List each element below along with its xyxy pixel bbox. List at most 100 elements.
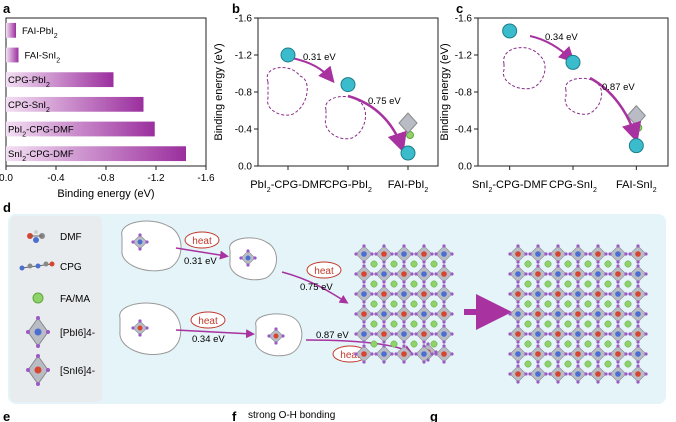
lattice1-cation: [430, 260, 438, 268]
lattice1-octa-0-2: [394, 244, 414, 264]
bar-label-sni2-cpg-dmf: SnI2-CPG-DMF: [8, 149, 74, 163]
b-ytick-label-0: 0.0: [238, 162, 252, 173]
lattice1-cation: [410, 300, 418, 308]
panel-letter-b: b: [232, 1, 240, 16]
lattice1-octa-4-3: [414, 324, 434, 344]
b-point-fai-pbi2: [400, 145, 416, 161]
lattice2-octa-5-0: [508, 344, 528, 364]
bar-cpg-sni2: [6, 96, 144, 112]
bar-pbi2-cpg-dmf: [6, 121, 155, 137]
lattice2-cation: [584, 340, 592, 348]
lattice2-octa-0-0: [508, 244, 528, 264]
a-xtick-label-1: -0.4: [47, 173, 65, 184]
lattice2-octa-1-0: [508, 264, 528, 284]
lattice1-cation: [430, 320, 438, 328]
lattice1-octa-1-1: [374, 264, 394, 284]
lattice2-octa-2-0: [508, 284, 528, 304]
lattice1-cation: [370, 340, 378, 348]
heat-label-3: heat: [190, 311, 226, 329]
lattice2-octa-1-6: [628, 264, 648, 284]
lattice2-octa-5-4: [588, 344, 608, 364]
c-ytick-label-2: -0.8: [455, 88, 473, 99]
lattice2-cation: [564, 280, 572, 288]
lattice1-octa-4-1: [374, 324, 394, 344]
cloud-c2: [564, 77, 603, 115]
lattice1-octa-0-3: [414, 244, 434, 264]
cluster-pb-dmf: [121, 220, 182, 272]
cluster-sn-dmf: [119, 302, 182, 356]
lattice2-octa-4-4: [588, 324, 608, 344]
cloud-b2: [324, 95, 367, 140]
bar-label-fai-sni2: FAI-SnI2: [25, 51, 61, 65]
lattice1-octa-3-1: [374, 304, 394, 324]
energy-d1: 0.31 eV: [184, 256, 217, 267]
lattice2-octa-5-2: [548, 344, 568, 364]
lattice1-octa-2-1: [374, 284, 394, 304]
svg-text:heat: heat: [314, 266, 334, 277]
panel-letter-d: d: [3, 200, 11, 215]
c-point-fai-sni2: [628, 138, 644, 154]
lattice2-octa-3-5: [608, 304, 628, 324]
lattice1-octa-4-0: [354, 324, 374, 344]
lattice1-cation: [430, 280, 438, 288]
b-ytick-label-3: -1.2: [235, 51, 253, 62]
lattice1-octa-2-2: [394, 284, 414, 304]
c-point-cpg-sni2: [565, 54, 581, 70]
arrow-d2: [281, 271, 349, 304]
lattice1-cation: [390, 300, 398, 308]
legend-box: [10, 216, 102, 402]
lattice2-cation: [624, 300, 632, 308]
c-xcat-0: SnI2-CPG-DMF: [472, 179, 548, 194]
lattice2-cation: [624, 320, 632, 328]
lattice1-cation: [390, 260, 398, 268]
lattice1-octa-2-4: [434, 284, 454, 304]
lattice2-octa-2-5: [608, 284, 628, 304]
lattice2-octa-4-0: [508, 324, 528, 344]
lattice2-octa-2-3: [568, 284, 588, 304]
bar-fai-pbi2: [6, 22, 16, 38]
legend-dmf-label: DMF: [60, 232, 82, 243]
lattice2-octa-4-6: [628, 324, 648, 344]
a-xtick-label-0: 0.0: [0, 173, 13, 184]
b-octahedron-icon: [398, 112, 418, 134]
arrow-b1: [291, 57, 335, 84]
bar-cpg-pbi2: [6, 72, 114, 88]
svg-text:heat: heat: [192, 236, 212, 247]
lattice2-cation: [624, 260, 632, 268]
cluster-octa-1: [131, 233, 149, 251]
schematic-d: DMF CPG FA/MA [PbI6]4- [SnI6]4-: [8, 214, 666, 404]
lattice1-octa-5-1: [374, 344, 394, 364]
c-ytick-label-4: -1.6: [455, 14, 473, 25]
chart-b-ylabel: Binding energy (eV): [213, 43, 225, 140]
lattice1-cation: [410, 340, 418, 348]
legend-fama-label: FA/MA: [60, 294, 90, 305]
lattice2-octa-3-4: [588, 304, 608, 324]
lattice2-octa-6-5: [608, 364, 628, 384]
lattice1-octa-4-2: [394, 324, 414, 344]
lattice2-cation: [524, 300, 532, 308]
lattice2-octa-1-5: [608, 264, 628, 284]
bar-label-cpg-pbi2: CPG-PbI2: [8, 75, 50, 89]
lattice2-octa-5-1: [528, 344, 548, 364]
legend-sni6-label: [SnI6]4-: [60, 366, 95, 377]
energy-b2: 0.75 eV: [368, 96, 401, 107]
lattice2-cation: [624, 360, 632, 368]
b-xcat-2: FAI-PbI2: [388, 179, 429, 194]
lattice2-octa-4-3: [568, 324, 588, 344]
panel-f-caption: strong O-H bonding: [248, 410, 335, 421]
lattice2-octa-5-6: [628, 344, 648, 364]
lattice2-cation: [524, 260, 532, 268]
bar-label-fai-pbi2: FAI-PbI2: [22, 26, 58, 40]
lattice2-octa-0-6: [628, 244, 648, 264]
b-xcat-1: CPG-PbI2: [324, 179, 372, 194]
a-xtick-label-2: -0.8: [97, 173, 115, 184]
lattice1-octa-5-3: [414, 344, 434, 364]
lattice2-octa-2-4: [588, 284, 608, 304]
chart-a-xlabel: Binding energy (eV): [57, 188, 154, 200]
lattice2-cation: [544, 320, 552, 328]
lattice2-cation: [584, 260, 592, 268]
energy-b1: 0.31 eV: [303, 52, 336, 63]
b-xcat-0: PbI2-CPG-DMF: [250, 179, 326, 194]
lattice2-octa-6-6: [628, 364, 648, 384]
lattice1-cation: [390, 320, 398, 328]
